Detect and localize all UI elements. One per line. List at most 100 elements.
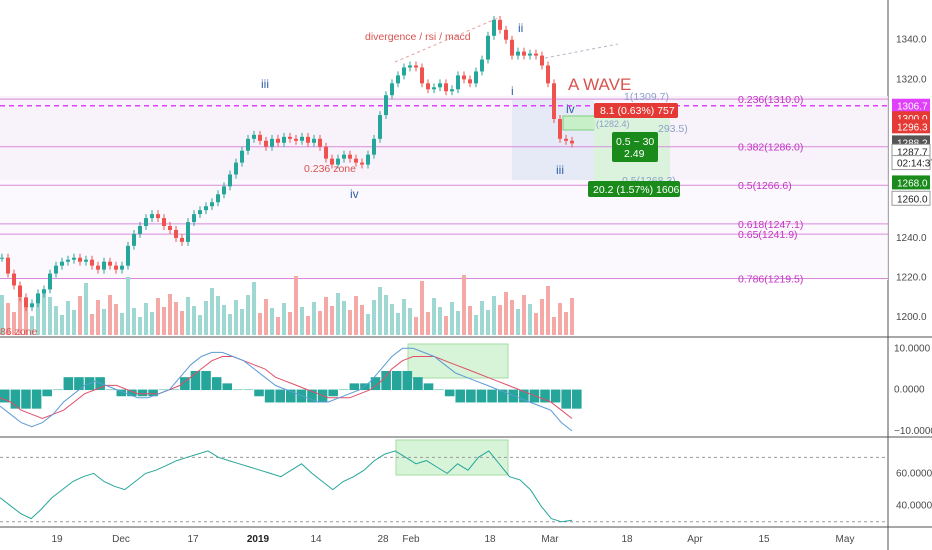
candle-body — [276, 138, 280, 143]
position-tool[interactable]: 8.1 (0.63%) 757 0.5 ~ 30 2.49 20.2 (1.57… — [588, 103, 680, 197]
macd-histogram-bar — [497, 389, 508, 403]
candle-body — [60, 261, 64, 266]
candle-body — [144, 218, 148, 227]
volume-bar — [168, 294, 172, 335]
macd-histogram-bar — [31, 389, 42, 409]
macd-histogram-bar — [243, 389, 254, 391]
volume-bar — [258, 313, 262, 335]
time-tick-label: 18 — [484, 534, 496, 545]
volume-bar — [246, 295, 250, 335]
volume-bar — [342, 301, 346, 335]
candle-body — [102, 261, 106, 270]
macd-histogram-bar — [233, 389, 243, 391]
price-series — [0, 15, 574, 312]
candle-body — [90, 259, 94, 266]
macd-histogram-bar — [487, 389, 497, 403]
volume-bar — [504, 292, 508, 335]
wave-i-label: i — [511, 84, 514, 98]
macd-histogram-bar — [349, 383, 360, 391]
volume-bar — [492, 296, 496, 335]
volume-bar — [156, 298, 160, 335]
time-axis[interactable]: 19 Dec 17 2019 14 28 Feb 18 Mar 18 Apr 15 May — [51, 534, 854, 545]
candle-body — [156, 214, 160, 219]
candle-body — [378, 115, 382, 139]
candle-body — [468, 79, 472, 84]
volume-bar — [276, 317, 280, 335]
rsi-line — [0, 450, 573, 523]
rsi-indicator — [0, 450, 888, 523]
volume-bar — [480, 301, 484, 335]
price-tick-label: 1200.0 — [896, 312, 927, 323]
volume-bar — [450, 302, 454, 335]
candle-body — [204, 206, 208, 211]
candle-body — [246, 138, 250, 151]
volume-bar — [30, 316, 34, 335]
volume-bar — [102, 309, 106, 335]
fibonacci-levels: 0.236(1310.0) 0.382(1286.0) 0.5(1266.6) 0.6… — [0, 17, 888, 286]
price-tick-label: 1340.0 — [896, 35, 927, 46]
candle-body — [24, 297, 28, 308]
candle-body — [312, 138, 316, 143]
volume-bar — [120, 313, 124, 335]
candle-body — [6, 257, 10, 274]
zone-236-note: 0.236 zone — [304, 163, 356, 175]
macd-histogram-bar — [105, 389, 116, 391]
volume-bar — [198, 315, 202, 335]
candle-body — [252, 134, 256, 139]
time-tick-label: 28 — [377, 534, 389, 545]
candle-body — [234, 162, 238, 175]
rsi-tick-label: 40.0000 — [896, 501, 932, 512]
volume-bar — [222, 305, 226, 335]
candle-body — [72, 257, 76, 260]
volume-bar — [552, 317, 556, 335]
volume-bar — [354, 296, 358, 335]
candle-body — [402, 67, 406, 76]
macd-histogram-bar — [148, 389, 158, 397]
volume-bar — [18, 298, 22, 335]
macd-histogram-bar — [180, 377, 190, 391]
candle-body — [282, 136, 286, 143]
volume-bar — [78, 296, 82, 335]
macd-tick-label: 0.0000 — [894, 385, 925, 396]
candle-body — [132, 233, 136, 246]
position-lower-badge — [588, 181, 680, 197]
macd-tick-label: 10.0000 — [894, 343, 931, 354]
candle-body — [528, 53, 532, 56]
price-tag — [892, 119, 930, 134]
macd-histogram-bar — [572, 389, 582, 409]
wave-iv-label: iv — [350, 187, 359, 201]
candle-body — [420, 67, 424, 84]
price-tick-label: 1320.0 — [896, 74, 927, 85]
zone-386-note: 86 zone — [0, 326, 38, 338]
volume-bar — [192, 306, 196, 335]
price-tag — [892, 175, 930, 190]
candle-body — [222, 186, 226, 195]
volume-bar — [336, 293, 340, 335]
macd-histogram-bar — [158, 389, 169, 391]
fib-label: 0.382(1286.0) — [738, 142, 803, 154]
candle-body — [492, 19, 496, 36]
candle-body — [42, 289, 46, 294]
candle-body — [210, 202, 214, 207]
position-upper-label: 8.1 (0.63%) 757 — [600, 105, 675, 117]
position-center-bottom: 2.49 — [624, 148, 645, 160]
volume-bar — [204, 301, 208, 335]
volume-bar — [420, 281, 424, 335]
price-tag — [891, 190, 931, 206]
volume-bar — [144, 303, 148, 335]
candle-body — [228, 174, 232, 187]
volume-bar — [498, 305, 502, 335]
macd-histogram-bar — [254, 389, 264, 397]
volume-bar — [402, 299, 406, 335]
candle-body — [318, 138, 322, 147]
volume-bar — [534, 313, 538, 335]
volume-bar — [522, 295, 526, 335]
macd-histogram-bar — [74, 377, 84, 391]
volume-bar — [546, 286, 550, 335]
price-tick-label: 1220.0 — [896, 273, 927, 284]
rsi-tick-label: 60.0000 — [896, 468, 932, 479]
macd-histogram-bar — [21, 389, 31, 409]
candle-body — [510, 39, 514, 56]
candle-body — [366, 154, 370, 165]
